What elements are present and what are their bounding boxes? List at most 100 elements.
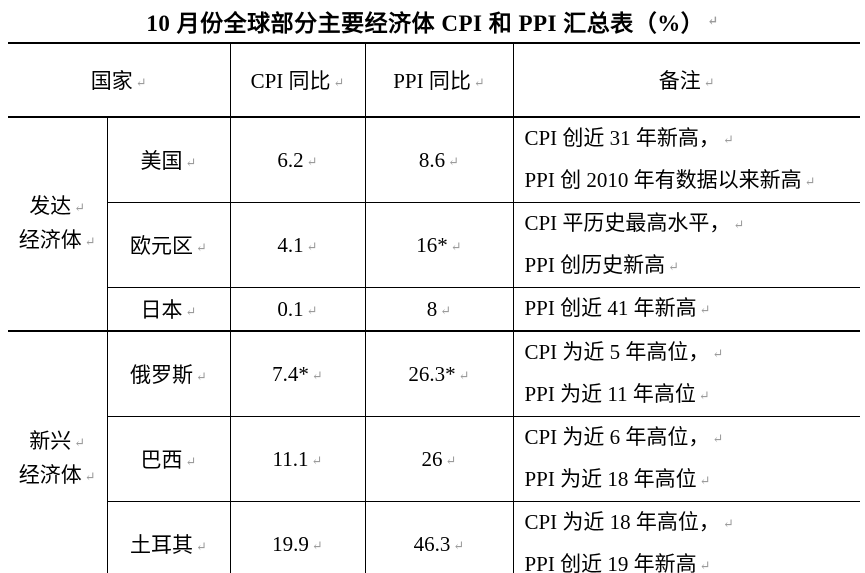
ppi-value: 46.3 — [413, 531, 451, 556]
cpi-cell: 7.4* ↵ — [229, 331, 365, 417]
paragraph-mark: ↵ — [333, 75, 345, 90]
remark-text: CPI 为近 5 年高位， — [524, 340, 710, 364]
table-row-eurozone: 欧元区 ↵ 4.1 ↵ 16* ↵ CPI 平历史最高水平， ↵ PPI 创历史新高 ↵ — [8, 202, 861, 288]
remark-cell: CPI 为近 6 年高位， ↵ PPI 为近 18 年高位 ↵ — [512, 416, 861, 502]
paragraph-mark: ↵ — [311, 537, 323, 553]
paragraph-mark: ↵ — [306, 153, 318, 169]
ppi-cell: 8.6 ↵ — [364, 117, 513, 203]
remark-text: PPI 创近 19 年新高 — [524, 552, 697, 573]
paragraph-mark: ↵ — [74, 200, 86, 215]
country-cell: 日本 ↵ — [106, 287, 230, 332]
cpi-ppi-summary-table: 国家 ↵ CPI 同比 ↵ PPI 同比 ↵ 备注 ↵ 发达 ↵ 经济体 ↵ — [8, 42, 860, 573]
paragraph-mark: ↵ — [804, 174, 816, 189]
paragraph-mark: ↵ — [707, 13, 719, 28]
group-label-line: 经济体 ↵ — [8, 459, 107, 493]
paragraph-mark: ↵ — [703, 75, 715, 90]
paragraph-mark: ↵ — [448, 153, 460, 169]
paragraph-mark: ↵ — [440, 302, 452, 318]
ppi-value: 8 — [426, 296, 438, 321]
remark-text: PPI 创近 41 年新高 — [524, 296, 697, 320]
remark-text: PPI 为近 18 年高位 — [524, 467, 697, 491]
remark-text: CPI 平历史最高水平， — [524, 211, 731, 235]
table-header-row: 国家 ↵ CPI 同比 ↵ PPI 同比 ↵ 备注 ↵ — [8, 42, 860, 118]
ppi-cell: 46.3 ↵ — [364, 501, 513, 573]
table-row-usa: 发达 ↵ 经济体 ↵ 美国 ↵ 6.2 ↵ 8.6 ↵ CPI 创近 31 年新高， ↵ P… — [8, 117, 861, 332]
group-label-line: 新兴 ↵ — [8, 425, 107, 459]
header-remark-text: 备注 — [658, 69, 701, 93]
header-country-text: 国家 — [90, 69, 133, 93]
ppi-cell: 26.3* ↵ — [364, 331, 513, 417]
paragraph-mark: ↵ — [84, 234, 96, 249]
group-label-line: 经济体 ↵ — [8, 224, 107, 258]
header-ppi-text: PPI 同比 — [393, 69, 471, 93]
paragraph-mark: ↵ — [450, 238, 462, 254]
paragraph-mark: ↵ — [453, 537, 465, 553]
paragraph-mark: ↵ — [733, 217, 745, 232]
group-label-text: 新兴 — [29, 429, 72, 453]
page-title-text: 10 月份全球部分主要经济体 CPI 和 PPI 汇总表（%） — [146, 11, 705, 36]
ppi-cell: 8 ↵ — [364, 287, 513, 332]
paragraph-mark: ↵ — [668, 259, 680, 274]
ppi-value: 26.3* — [408, 361, 456, 386]
remark-line: PPI 创近 19 年新高 ↵ — [525, 544, 861, 573]
cpi-value: 0.1 — [277, 296, 304, 321]
header-ppi: PPI 同比 ↵ — [364, 42, 513, 118]
cpi-cell: 11.1 ↵ — [229, 416, 365, 502]
remark-cell: CPI 为近 5 年高位， ↵ PPI 为近 11 年高位 ↵ — [512, 331, 861, 417]
country-cell: 欧元区 ↵ — [106, 202, 230, 288]
country-cell: 俄罗斯 ↵ — [106, 331, 230, 417]
country-cell: 巴西 ↵ — [106, 416, 230, 502]
group-label-text: 经济体 — [18, 228, 82, 252]
header-cpi-text: CPI 同比 — [250, 69, 331, 93]
remark-cell: CPI 平历史最高水平， ↵ PPI 创历史新高 ↵ — [512, 202, 861, 288]
cpi-cell: 19.9 ↵ — [229, 501, 365, 573]
paragraph-mark: ↵ — [699, 302, 711, 317]
header-remark: 备注 ↵ — [512, 42, 860, 118]
group-label-line: 发达 ↵ — [8, 190, 107, 224]
remark-text: PPI 创 2010 年有数据以来新高 — [524, 168, 802, 192]
remark-text: PPI 为近 11 年高位 — [524, 382, 696, 406]
paragraph-mark: ↵ — [84, 469, 96, 484]
group-label-text: 经济体 — [18, 463, 82, 487]
paragraph-mark: ↵ — [74, 435, 86, 450]
table-row-turkey: 土耳其 ↵ 19.9 ↵ 46.3 ↵ CPI 为近 18 年高位， ↵ PPI 创近 … — [8, 501, 861, 573]
remark-cell: CPI 创近 31 年新高， ↵ PPI 创 2010 年有数据以来新高 ↵ — [512, 117, 861, 203]
remark-text: CPI 创近 31 年新高， — [524, 126, 720, 150]
ppi-cell: 26 ↵ — [364, 416, 513, 502]
paragraph-mark: ↵ — [196, 240, 207, 255]
paragraph-mark: ↵ — [311, 452, 323, 468]
paragraph-mark: ↵ — [699, 558, 711, 573]
cpi-cell: 4.1 ↵ — [229, 202, 365, 288]
remark-line: PPI 为近 18 年高位 ↵ — [525, 459, 861, 501]
header-cpi: CPI 同比 ↵ — [229, 42, 365, 118]
paragraph-mark: ↵ — [185, 304, 197, 319]
table-row-japan: 日本 ↵ 0.1 ↵ 8 ↵ PPI 创近 41 年新高 ↵ — [8, 287, 860, 332]
remark-text: CPI 为近 6 年高位， — [524, 425, 710, 449]
remark-line: PPI 为近 11 年高位 ↵ — [525, 374, 861, 416]
paragraph-mark: ↵ — [185, 155, 197, 170]
paragraph-mark: ↵ — [196, 539, 207, 554]
remark-cell: CPI 为近 18 年高位， ↵ PPI 创近 19 年新高 ↵ — [512, 501, 861, 573]
paragraph-mark: ↵ — [722, 132, 734, 147]
paragraph-mark: ↵ — [712, 346, 724, 361]
cpi-value: 7.4* — [272, 361, 309, 386]
group-cell-developed: 发达 ↵ 经济体 ↵ — [8, 117, 107, 332]
paragraph-mark: ↵ — [306, 302, 318, 318]
paragraph-mark: ↵ — [458, 367, 470, 383]
remark-line: CPI 为近 18 年高位， ↵ — [525, 502, 861, 544]
paragraph-mark: ↵ — [135, 75, 147, 90]
paragraph-mark: ↵ — [306, 238, 318, 254]
remark-line: CPI 创近 31 年新高， ↵ — [525, 118, 861, 160]
paragraph-mark: ↵ — [722, 516, 734, 531]
remark-cell: PPI 创近 41 年新高 ↵ — [512, 287, 860, 332]
paragraph-mark: ↵ — [698, 388, 710, 403]
ppi-value: 26 — [421, 446, 443, 471]
remark-line: CPI 平历史最高水平， ↵ — [525, 203, 861, 245]
table-row-russia: 新兴 ↵ 经济体 ↵ 俄罗斯 ↵ 7.4* ↵ 26.3* ↵ CPI 为近 5 年高位，… — [8, 331, 861, 573]
cpi-value: 4.1 — [277, 232, 304, 257]
group-label-text: 发达 — [29, 194, 72, 218]
country-text: 美国 — [140, 149, 183, 173]
page-title: 10 月份全球部分主要经济体 CPI 和 PPI 汇总表（%） ↵ — [0, 0, 865, 42]
ppi-value: 16* — [416, 232, 448, 257]
